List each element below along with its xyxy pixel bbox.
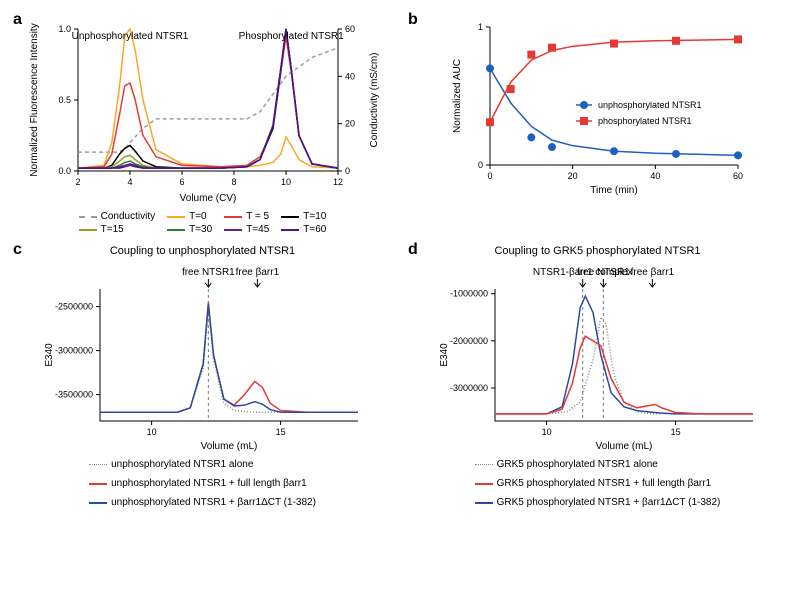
svg-text:Normalized Fluorescence Intens: Normalized Fluorescence Intensity xyxy=(29,23,40,176)
legend-conductivity: Conductivity xyxy=(79,211,155,222)
svg-text:0: 0 xyxy=(345,166,350,176)
panel-b-chart: 0 20 40 60 0 1 unphosphorylated NTSR1 phosphory… xyxy=(448,15,748,195)
svg-text:Phosphorylated NTSR1: Phosphorylated NTSR1 xyxy=(238,31,343,42)
legend-t15: T=15 xyxy=(79,224,155,235)
legend-c-1: unphosphorylated NTSR1 + full length βar… xyxy=(89,478,307,489)
panel-b-label: b xyxy=(408,11,418,29)
panel-b: b 020406001unphosphorylated NTSR1phospho… xyxy=(410,15,785,235)
legend-d-1: GRK5 phosphorylated NTSR1 + full length … xyxy=(475,478,711,489)
legend-c-2: unphosphorylated NTSR1 + βarr1ΔCT (1-382… xyxy=(89,497,316,508)
svg-text:-3500000: -3500000 xyxy=(54,390,92,400)
panel-d-label: d xyxy=(408,241,418,259)
legend-t0: T=0 xyxy=(167,211,212,222)
svg-text:15: 15 xyxy=(670,427,680,437)
svg-text:4: 4 xyxy=(127,177,132,187)
legend-t30: T=30 xyxy=(167,224,212,235)
panel-d: d Coupling to GRK5 phosphorylated NTSR1 … xyxy=(410,245,785,508)
panel-a-legend: Conductivity T=0 T = 5 T=10 T=15 T=30 T=… xyxy=(79,211,327,235)
svg-text:0: 0 xyxy=(487,171,492,181)
svg-text:12: 12 xyxy=(332,177,342,187)
svg-text:free βarr1: free βarr1 xyxy=(630,267,674,278)
svg-text:0.5: 0.5 xyxy=(58,95,71,105)
svg-text:0: 0 xyxy=(477,160,482,170)
svg-text:15: 15 xyxy=(275,427,285,437)
svg-text:E340: E340 xyxy=(44,343,55,367)
svg-text:40: 40 xyxy=(650,171,660,181)
panel-c-chart: 10 15 -3500000 -3000000 -2500000 free NTSR1fr… xyxy=(38,261,368,451)
svg-text:8: 8 xyxy=(231,177,236,187)
svg-text:Unphosphorylated NTSR1: Unphosphorylated NTSR1 xyxy=(71,31,188,42)
svg-text:free NTSR1: free NTSR1 xyxy=(181,267,234,278)
panel-a: a 246810120.00.51.00204060Unphosphorylat… xyxy=(15,15,390,235)
legend-t5: T = 5 xyxy=(224,211,269,222)
svg-text:60: 60 xyxy=(345,24,355,34)
svg-text:6: 6 xyxy=(179,177,184,187)
svg-text:10: 10 xyxy=(146,427,156,437)
legend-d-2: GRK5 phosphorylated NTSR1 + βarr1ΔCT (1-… xyxy=(475,497,721,508)
legend-d-0: GRK5 phosphorylated NTSR1 alone xyxy=(475,459,658,470)
svg-text:10: 10 xyxy=(541,427,551,437)
svg-text:Volume (mL): Volume (mL) xyxy=(200,441,257,452)
svg-text:1: 1 xyxy=(477,22,482,32)
svg-text:10: 10 xyxy=(280,177,290,187)
legend-t60: T=60 xyxy=(281,224,326,235)
svg-text:2: 2 xyxy=(75,177,80,187)
panel-d-legend: GRK5 phosphorylated NTSR1 alone GRK5 pho… xyxy=(475,459,721,508)
svg-text:Conductivity (mS/cm): Conductivity (mS/cm) xyxy=(369,52,380,147)
svg-text:-1000000: -1000000 xyxy=(449,289,487,299)
legend-t45: T=45 xyxy=(224,224,269,235)
svg-text:-2500000: -2500000 xyxy=(54,302,92,312)
svg-text:20: 20 xyxy=(567,171,577,181)
legend-t10: T=10 xyxy=(281,211,326,222)
svg-text:Volume (CV): Volume (CV) xyxy=(179,193,236,204)
panel-c-label: c xyxy=(13,241,22,259)
svg-text:phosphorylated NTSR1: phosphorylated NTSR1 xyxy=(598,116,692,126)
svg-text:free βarr1: free βarr1 xyxy=(235,267,279,278)
svg-text:Volume (mL): Volume (mL) xyxy=(595,441,652,452)
legend-c-0: unphosphorylated NTSR1 alone xyxy=(89,459,253,470)
svg-text:1.0: 1.0 xyxy=(58,24,71,34)
panel-c-legend: unphosphorylated NTSR1 alone unphosphory… xyxy=(89,459,316,508)
svg-text:free NTSR1: free NTSR1 xyxy=(576,267,629,278)
svg-text:-3000000: -3000000 xyxy=(449,383,487,393)
svg-text:40: 40 xyxy=(345,71,355,81)
panel-c: c Coupling to unphosphorylated NTSR1 101… xyxy=(15,245,390,508)
svg-text:-2000000: -2000000 xyxy=(449,336,487,346)
svg-text:0.0: 0.0 xyxy=(58,166,71,176)
svg-text:E340: E340 xyxy=(439,343,450,367)
svg-text:Time (min): Time (min) xyxy=(590,185,637,196)
svg-text:60: 60 xyxy=(732,171,742,181)
panel-c-title: Coupling to unphosphorylated NTSR1 xyxy=(110,245,295,257)
figure-grid: a 246810120.00.51.00204060Unphosphorylat… xyxy=(15,15,785,508)
panel-d-chart: 1015-3000000-2000000-1000000NTSR1-βarr1 … xyxy=(433,261,763,451)
svg-text:unphosphorylated NTSR1: unphosphorylated NTSR1 xyxy=(598,100,702,110)
svg-text:Normalized AUC: Normalized AUC xyxy=(452,59,463,133)
svg-text:-3000000: -3000000 xyxy=(54,346,92,356)
panel-a-chart: 2 4 6 8 10 12 0.0 0.5 1.0 0 20 40 60 Unphosphorylated… xyxy=(23,15,383,205)
panel-d-title: Coupling to GRK5 phosphorylated NTSR1 xyxy=(494,245,700,257)
svg-text:20: 20 xyxy=(345,119,355,129)
panel-a-label: a xyxy=(13,11,22,29)
